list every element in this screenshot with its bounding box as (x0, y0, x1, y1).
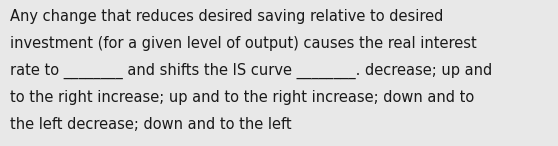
Text: the left decrease; down and to the left: the left decrease; down and to the left (10, 117, 292, 132)
Text: rate to ________ and shifts the IS curve ________. decrease; up and: rate to ________ and shifts the IS curve… (10, 63, 492, 79)
Text: to the right increase; up and to the right increase; down and to: to the right increase; up and to the rig… (10, 90, 474, 105)
Text: investment (for a given level of output) causes the real interest: investment (for a given level of output)… (10, 36, 477, 51)
Text: Any change that reduces desired saving relative to desired: Any change that reduces desired saving r… (10, 9, 444, 24)
